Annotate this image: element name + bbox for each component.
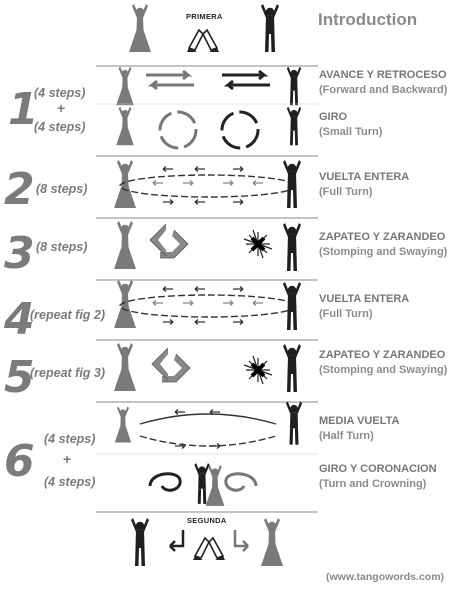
woman-figure bbox=[114, 221, 136, 269]
man-figure bbox=[286, 66, 302, 106]
figure-number: 3 bbox=[4, 228, 35, 279]
step-count: (8 steps) bbox=[36, 182, 88, 196]
spanish-label: AVANCE Y RETROCESO bbox=[319, 69, 447, 81]
man-figure bbox=[261, 4, 279, 52]
segunda-tag: SEGUNDA bbox=[187, 516, 227, 525]
forward-backward-arrows-icon bbox=[146, 69, 270, 91]
plus-sign: + bbox=[63, 451, 72, 467]
man-figure bbox=[283, 282, 301, 330]
english-label: (Small Turn) bbox=[319, 126, 383, 138]
small-turn-arrows-icon bbox=[158, 110, 198, 150]
english-label: (Forward and Backward) bbox=[319, 84, 448, 96]
figure-number: 5 bbox=[4, 352, 35, 403]
woman-figure bbox=[129, 4, 151, 52]
stomping-swaying-icon bbox=[151, 347, 274, 386]
figure-label: GIRO Y CORONACION (Turn and Crowning) bbox=[319, 462, 437, 492]
step-count: (4 steps) bbox=[34, 120, 86, 134]
woman-figure bbox=[116, 66, 134, 106]
figure-label: ZAPATEO Y ZARANDEO (Stomping and Swaying… bbox=[319, 348, 447, 378]
figure-label: MEDIA VUELTA (Half Turn) bbox=[319, 414, 399, 444]
figure-label: VUELTA ENTERA (Full Turn) bbox=[319, 292, 409, 322]
man-figure bbox=[283, 223, 301, 271]
figure-number: 6 bbox=[4, 436, 35, 487]
full-turn-ellipse-icon bbox=[120, 287, 296, 325]
figure-number: 2 bbox=[4, 164, 35, 215]
turn-crowning-icon bbox=[148, 463, 258, 506]
woman-figure bbox=[116, 106, 134, 146]
step-count: (4 steps) bbox=[34, 86, 86, 100]
spanish-label: GIRO Y CORONACION bbox=[319, 463, 437, 475]
spanish-label: VUELTA ENTERA bbox=[319, 293, 410, 305]
english-label: (Half Turn) bbox=[319, 430, 374, 442]
half-turn-arc-icon bbox=[139, 408, 277, 450]
woman-figure bbox=[261, 518, 283, 566]
figure-label: VUELTA ENTERA (Full Turn) bbox=[319, 170, 409, 200]
english-label: (Full Turn) bbox=[319, 308, 373, 320]
man-figure bbox=[283, 160, 301, 208]
man-figure bbox=[286, 106, 302, 146]
figure-number: 1 bbox=[8, 84, 39, 135]
woman-figure bbox=[114, 343, 136, 391]
spanish-label: MEDIA VUELTA bbox=[319, 415, 400, 427]
figure-label: GIRO (Small Turn) bbox=[319, 110, 382, 140]
plus-sign: + bbox=[57, 100, 66, 116]
spanish-label: ZAPATEO Y ZARANDEO bbox=[319, 349, 446, 361]
man-figure bbox=[283, 344, 301, 392]
figure-label: ZAPATEO Y ZARANDEO (Stomping and Swaying… bbox=[319, 230, 447, 260]
woman-figure bbox=[114, 160, 136, 208]
english-label: (Stomping and Swaying) bbox=[319, 364, 448, 376]
english-label: (Stomping and Swaying) bbox=[319, 246, 448, 258]
english-label: (Turn and Crowning) bbox=[319, 478, 427, 490]
figure-label: AVANCE Y RETROCESO (Forward and Backward… bbox=[319, 68, 447, 98]
page-title: Introduction bbox=[318, 10, 418, 29]
clapping-hands-icon bbox=[193, 536, 225, 560]
return-arrow-icon bbox=[169, 530, 249, 552]
woman-figure bbox=[114, 280, 136, 328]
small-turn-arrows-icon bbox=[220, 110, 260, 150]
man-figure bbox=[285, 401, 303, 445]
step-count: (repeat fig 3) bbox=[30, 366, 106, 380]
step-count: (4 steps) bbox=[44, 432, 96, 446]
step-count: (8 steps) bbox=[36, 240, 88, 254]
step-count: (4 steps) bbox=[44, 475, 96, 489]
clapping-hands-icon bbox=[187, 28, 219, 52]
credit-text: (www.tangowords.com) bbox=[326, 571, 445, 583]
primera-tag: PRIMERA bbox=[186, 12, 223, 21]
step-count: (repeat fig 2) bbox=[30, 308, 106, 322]
figure-number: 4 bbox=[4, 294, 35, 345]
english-label: (Full Turn) bbox=[319, 186, 373, 198]
spanish-label: VUELTA ENTERA bbox=[319, 171, 410, 183]
full-turn-ellipse-icon bbox=[120, 167, 296, 205]
spanish-label: GIRO bbox=[319, 111, 348, 123]
stomping-swaying-icon bbox=[149, 223, 274, 260]
spanish-label: ZAPATEO Y ZARANDEO bbox=[319, 231, 446, 243]
woman-figure bbox=[114, 406, 132, 443]
man-figure bbox=[131, 518, 149, 566]
